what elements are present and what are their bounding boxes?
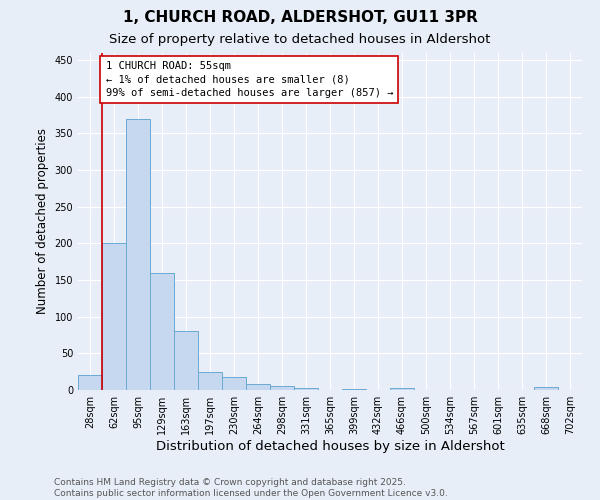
X-axis label: Distribution of detached houses by size in Aldershot: Distribution of detached houses by size …: [155, 440, 505, 453]
Bar: [270, 386, 294, 390]
Bar: [222, 377, 246, 390]
Bar: [126, 118, 150, 390]
Text: Contains HM Land Registry data © Crown copyright and database right 2025.
Contai: Contains HM Land Registry data © Crown c…: [54, 478, 448, 498]
Bar: [150, 272, 174, 390]
Bar: [390, 388, 414, 390]
Bar: [294, 388, 318, 390]
Bar: [78, 376, 102, 390]
Text: Size of property relative to detached houses in Aldershot: Size of property relative to detached ho…: [109, 32, 491, 46]
Y-axis label: Number of detached properties: Number of detached properties: [36, 128, 49, 314]
Bar: [342, 388, 366, 390]
Bar: [174, 332, 198, 390]
Bar: [246, 384, 270, 390]
Bar: [534, 387, 558, 390]
Bar: [198, 372, 222, 390]
Bar: [102, 244, 126, 390]
Text: 1 CHURCH ROAD: 55sqm
← 1% of detached houses are smaller (8)
99% of semi-detache: 1 CHURCH ROAD: 55sqm ← 1% of detached ho…: [106, 62, 393, 98]
Text: 1, CHURCH ROAD, ALDERSHOT, GU11 3PR: 1, CHURCH ROAD, ALDERSHOT, GU11 3PR: [122, 10, 478, 25]
